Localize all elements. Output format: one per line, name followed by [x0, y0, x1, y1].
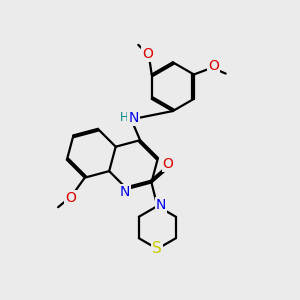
Text: O: O: [142, 47, 153, 61]
Text: H: H: [120, 111, 129, 124]
Text: N: N: [128, 111, 139, 125]
Text: N: N: [119, 185, 130, 199]
Text: S: S: [152, 242, 162, 256]
Text: O: O: [65, 191, 76, 205]
Text: N: N: [156, 199, 166, 212]
Text: O: O: [208, 59, 219, 73]
Text: O: O: [163, 157, 174, 171]
